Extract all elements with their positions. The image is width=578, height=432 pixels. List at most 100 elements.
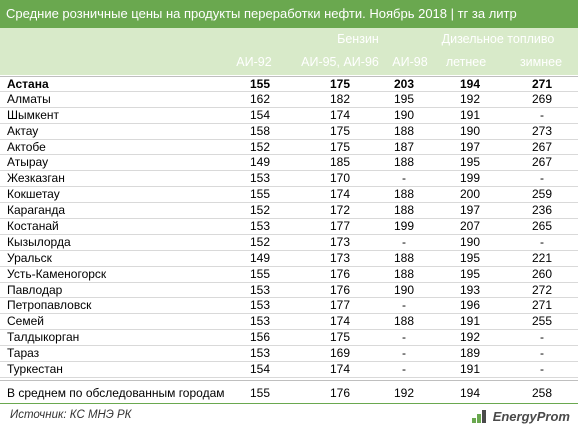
city-name: Астана [7, 77, 49, 91]
price-summer: 192 [459, 91, 481, 106]
price-ai98: - [402, 234, 406, 249]
city-name: Кокшетау [7, 187, 60, 202]
logo-mark-icon [471, 410, 486, 423]
price-table-body: Астана 155 175 203 194 271 Алматы 162 182 195 192 2… [0, 76, 578, 378]
price-ai98: 187 [393, 139, 415, 154]
table-title: Средние розничные цены на продукты перер… [0, 0, 578, 28]
price-winter: 272 [531, 282, 553, 297]
table-header: Бензин Дизельное топливо АИ-92 АИ-95, АИ… [0, 28, 578, 75]
price-ai98: 188 [393, 155, 415, 170]
price-winter: 267 [531, 155, 553, 170]
price-winter: 271 [531, 77, 553, 91]
price-ai92: 153 [249, 346, 271, 361]
group-header-petrol: Бензин [337, 32, 379, 46]
average-winter: 258 [531, 386, 553, 400]
city-name: Павлодар [7, 282, 63, 297]
price-ai98: - [402, 171, 406, 186]
price-winter: 267 [531, 139, 553, 154]
price-summer: 191 [459, 362, 481, 377]
price-ai95-96: 174 [329, 314, 351, 329]
price-summer: 199 [459, 171, 481, 186]
average-label: В среднем по обследованным городам [7, 386, 225, 400]
price-ai92: 155 [249, 187, 271, 202]
city-name: Петропавловск [7, 298, 92, 313]
price-summer: 192 [459, 330, 481, 345]
price-winter: - [540, 346, 544, 361]
table-row: Актау 158 175 188 190 273 [0, 124, 578, 140]
city-name: Туркестан [7, 362, 63, 377]
price-ai95-96: 175 [329, 123, 351, 138]
price-summer: 191 [459, 314, 481, 329]
price-ai95-96: 175 [329, 139, 351, 154]
price-winter: - [540, 171, 544, 186]
price-winter: 259 [531, 187, 553, 202]
price-ai92: 153 [249, 219, 271, 234]
price-ai95-96: 170 [329, 171, 351, 186]
price-ai92: 152 [249, 203, 271, 218]
price-summer: 195 [459, 155, 481, 170]
price-ai92: 154 [249, 107, 271, 122]
price-ai95-96: 174 [329, 362, 351, 377]
price-ai98: 188 [393, 203, 415, 218]
table-row: Павлодар 153 176 190 193 272 [0, 283, 578, 299]
price-ai98: 195 [393, 91, 415, 106]
price-ai98: 188 [393, 187, 415, 202]
logo-text: EnergyProm [492, 408, 570, 424]
average-row: В среднем по обследованным городам 155 1… [0, 380, 578, 404]
price-summer: 196 [459, 298, 481, 313]
price-summer: 197 [459, 139, 481, 154]
table-row: Кокшетау 155 174 188 200 259 [0, 187, 578, 204]
price-ai98: 190 [393, 282, 415, 297]
city-name: Атырау [7, 155, 49, 170]
group-header-diesel: Дизельное топливо [441, 32, 555, 46]
table-row: Туркестан 154 174 - 191 - [0, 362, 578, 378]
price-ai92: 149 [249, 250, 271, 265]
price-ai98: - [402, 362, 406, 377]
price-ai95-96: 185 [329, 155, 351, 170]
price-ai92: 162 [249, 91, 271, 106]
col-header-ai92: АИ-92 [236, 55, 272, 69]
city-name: Костанай [7, 219, 59, 234]
price-ai98: 188 [393, 314, 415, 329]
price-summer: 189 [459, 346, 481, 361]
price-ai95-96: 174 [329, 187, 351, 202]
price-winter: 221 [531, 250, 553, 265]
price-ai92: 149 [249, 155, 271, 170]
price-summer: 194 [459, 77, 481, 91]
price-winter: 236 [531, 203, 553, 218]
price-summer: 197 [459, 203, 481, 218]
table-row: Атырау 149 185 188 195 267 [0, 155, 578, 172]
price-ai95-96: 173 [329, 250, 351, 265]
price-summer: 195 [459, 266, 481, 281]
price-summer: 193 [459, 282, 481, 297]
table-row: Талдыкорган 156 175 - 192 - [0, 330, 578, 347]
price-winter: 273 [531, 123, 553, 138]
table-row: Тараз 153 169 - 189 - [0, 346, 578, 363]
price-winter: 271 [531, 298, 553, 313]
table-row: Алматы 162 182 195 192 269 [0, 92, 578, 108]
table-row: Караганда 152 172 188 197 236 [0, 203, 578, 220]
col-header-ai98: АИ-98 [392, 55, 428, 69]
table-row: Жезказган 153 170 - 199 - [0, 171, 578, 188]
source-note: Источник: КС МНЭ РК [10, 409, 132, 421]
price-winter: 265 [531, 219, 553, 234]
city-name: Алматы [7, 91, 51, 106]
price-ai95-96: 176 [329, 282, 351, 297]
price-winter: - [540, 362, 544, 377]
price-ai98: 188 [393, 123, 415, 138]
price-ai98: - [402, 330, 406, 345]
city-name: Кызылорда [7, 234, 71, 249]
table-row: Петропавловск 153 177 - 196 271 [0, 298, 578, 315]
city-name: Караганда [7, 203, 66, 218]
price-ai95-96: 182 [329, 91, 351, 106]
price-ai92: 155 [249, 266, 271, 281]
price-ai95-96: 177 [329, 298, 351, 313]
city-name: Усть-Каменогорск [7, 266, 107, 281]
price-summer: 191 [459, 107, 481, 122]
price-summer: 200 [459, 187, 481, 202]
price-ai98: 188 [393, 266, 415, 281]
price-ai95-96: 173 [329, 234, 351, 249]
average-summer: 194 [459, 386, 481, 400]
price-ai95-96: 176 [329, 266, 351, 281]
